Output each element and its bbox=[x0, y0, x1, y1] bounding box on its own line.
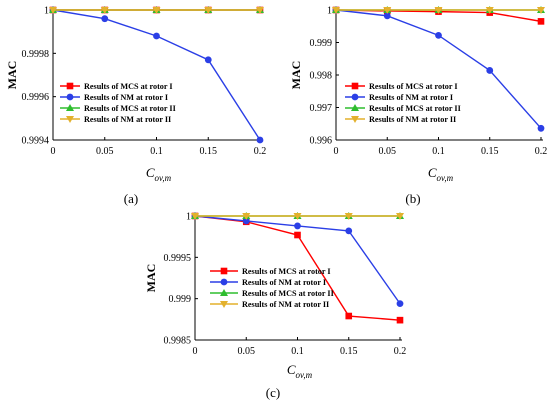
data-point-series-1 bbox=[294, 231, 301, 239]
y-tick-label: 0.9995 bbox=[164, 253, 192, 264]
y-tick-label: 0.9985 bbox=[164, 336, 192, 347]
legend-marker bbox=[66, 104, 74, 111]
y-tick-label: 1 bbox=[327, 6, 332, 17]
y-tick-label: 0.9998 bbox=[22, 49, 50, 60]
data-point-series-4 bbox=[191, 213, 199, 220]
legend-entry: Results of MCS at rotor II bbox=[369, 104, 461, 113]
legend-entry: Results of NM at rotor II bbox=[242, 300, 329, 309]
x-tick-label: 0.05 bbox=[379, 146, 397, 157]
y-axis-label: MAC bbox=[5, 61, 19, 90]
data-point-series-4 bbox=[383, 7, 392, 14]
data-point-series-2 bbox=[486, 67, 494, 74]
x-tick-label: 0.05 bbox=[238, 346, 256, 357]
x-tick-label: 0.1 bbox=[291, 346, 304, 357]
data-point-series-4 bbox=[204, 7, 213, 14]
data-point-series-4 bbox=[434, 7, 443, 14]
y-tick-label: 0.999 bbox=[169, 294, 192, 305]
data-point-series-2 bbox=[396, 300, 404, 308]
legend-entry: Results of MCS at rotor I bbox=[84, 82, 173, 91]
x-tick-label: 0.1 bbox=[432, 146, 445, 157]
panel-caption: (a) bbox=[124, 191, 138, 206]
data-point-series-2 bbox=[204, 56, 212, 64]
data-point-series-4 bbox=[537, 7, 545, 14]
data-point-series-2 bbox=[537, 124, 545, 132]
data-point-series-2 bbox=[256, 136, 264, 144]
y-tick-label: 0.9994 bbox=[22, 136, 50, 147]
y-tick-label: 0.998 bbox=[310, 71, 333, 82]
legend-marker bbox=[351, 93, 359, 101]
legend-entry: Results of NM at rotor I bbox=[369, 93, 453, 102]
data-point-series-4 bbox=[242, 213, 251, 220]
legend-entry: Results of NM at rotor II bbox=[369, 115, 456, 124]
legend-marker bbox=[220, 267, 228, 275]
data-point-series-4 bbox=[344, 213, 353, 220]
data-point-series-4 bbox=[152, 7, 161, 14]
x-tick-label: 0.05 bbox=[96, 146, 114, 157]
legend-entry: Results of MCS at rotor I bbox=[242, 267, 331, 276]
chart-panel-2: 0 0.05 0.1 0.15 0.2 0.996 0.997 0.998 0.999 1 MAC C… bbox=[289, 6, 547, 207]
panel-caption: (b) bbox=[405, 191, 420, 206]
legend-marker bbox=[220, 278, 228, 286]
data-point-series-2 bbox=[435, 31, 442, 39]
data-point-series-1 bbox=[396, 316, 404, 324]
data-point-series-4 bbox=[100, 7, 109, 14]
data-point-series-2 bbox=[383, 12, 391, 20]
data-point-series-4 bbox=[256, 7, 264, 14]
data-point-series-4 bbox=[293, 213, 302, 220]
legend-marker bbox=[351, 116, 359, 123]
data-point-series-2 bbox=[294, 222, 301, 230]
x-tick-label: 0.15 bbox=[340, 346, 358, 357]
data-point-series-4 bbox=[485, 7, 494, 14]
x-tick-label: 0.2 bbox=[535, 146, 548, 157]
legend-marker bbox=[351, 104, 359, 111]
x-tick-label: 0.15 bbox=[481, 146, 499, 157]
x-tick-label: 0.2 bbox=[254, 146, 267, 157]
legend-marker bbox=[220, 289, 228, 296]
legend-marker bbox=[66, 116, 74, 123]
panel-caption: (c) bbox=[266, 385, 280, 400]
legend-entry: Results of NM at rotor II bbox=[84, 115, 171, 124]
legend-entry: Results of MCS at rotor II bbox=[84, 104, 176, 113]
legend-entry: Results of MCS at rotor I bbox=[369, 82, 458, 91]
y-tick-label: 0.999 bbox=[310, 38, 333, 49]
legend-marker bbox=[66, 93, 74, 101]
y-tick-label: 1 bbox=[44, 6, 49, 17]
y-axis-label: MAC bbox=[144, 264, 158, 293]
legend-entry: Results of MCS at rotor II bbox=[242, 289, 334, 298]
data-point-series-2 bbox=[101, 15, 109, 23]
y-tick-label: 1 bbox=[186, 212, 191, 223]
data-point-series-4 bbox=[396, 213, 404, 220]
x-tick-label: 0 bbox=[51, 146, 56, 157]
x-tick-label: 0 bbox=[193, 346, 198, 357]
x-axis-label: Cov,m bbox=[428, 165, 454, 183]
data-point-series-4 bbox=[332, 7, 340, 14]
y-tick-label: 0.9996 bbox=[22, 92, 50, 103]
data-point-series-1 bbox=[537, 18, 545, 25]
data-point-series-2 bbox=[345, 227, 353, 235]
legend-marker bbox=[220, 301, 228, 308]
data-point-series-1 bbox=[345, 312, 353, 320]
chart-panel-3: 0 0.05 0.1 0.15 0.2 0.9985 0.999 0.9995 1 MAC Cov,… bbox=[144, 212, 406, 401]
x-tick-label: 0.15 bbox=[200, 146, 218, 157]
data-point-series-2 bbox=[153, 32, 160, 40]
data-point-series-2 bbox=[242, 217, 250, 225]
legend-marker bbox=[351, 82, 359, 90]
y-tick-label: 0.996 bbox=[310, 136, 333, 147]
x-tick-label: 0 bbox=[334, 146, 339, 157]
y-axis-label: MAC bbox=[289, 61, 303, 90]
data-point-series-4 bbox=[49, 7, 57, 14]
x-axis-label: Cov,m bbox=[146, 165, 172, 183]
legend-entry: Results of NM at rotor I bbox=[242, 278, 326, 287]
x-axis-label: Cov,m bbox=[287, 362, 313, 380]
x-tick-label: 0.2 bbox=[394, 346, 407, 357]
y-tick-label: 0.997 bbox=[310, 103, 333, 114]
legend-entry: Results of NM at rotor I bbox=[84, 93, 168, 102]
chart-panel-1: 0 0.05 0.1 0.15 0.2 0.9994 0.9996 0.9998 1 MAC Cov… bbox=[5, 6, 266, 207]
legend-marker bbox=[66, 82, 74, 90]
x-tick-label: 0.1 bbox=[150, 146, 163, 157]
